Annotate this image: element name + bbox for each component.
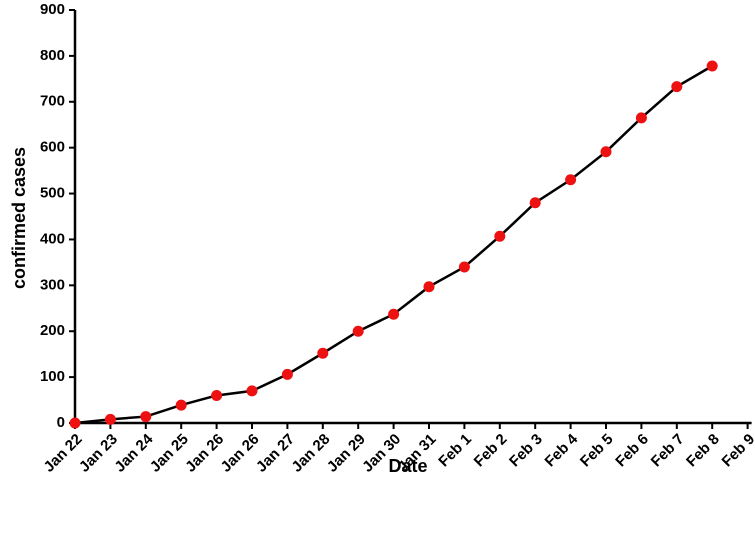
- x-tick-label: Jan 29: [324, 431, 369, 476]
- y-tick-label: 100: [40, 368, 65, 385]
- y-tick-label: 300: [40, 276, 65, 293]
- point: [140, 411, 152, 423]
- x-tick-label: Jan 27: [253, 431, 298, 476]
- point: [494, 230, 506, 242]
- y-tick-label: 400: [40, 230, 65, 247]
- point: [388, 308, 400, 320]
- y-tick-label: 700: [40, 93, 65, 110]
- x-tick-label: Feb 4: [542, 430, 582, 470]
- point: [211, 389, 223, 401]
- point: [69, 417, 81, 429]
- point: [104, 413, 116, 425]
- point: [281, 368, 293, 380]
- point: [458, 261, 470, 273]
- y-axis-title: confirmed cases: [9, 147, 29, 289]
- x-tick-label: Feb 7: [648, 431, 688, 471]
- x-tick-label: Feb 3: [506, 431, 546, 471]
- line: [74, 64, 713, 425]
- x-tick-label: Feb 9: [719, 431, 755, 471]
- x-tick-label: Jan 22: [41, 431, 86, 476]
- point: [529, 197, 541, 209]
- point: [175, 399, 187, 411]
- x-tick-label: Feb 8: [683, 431, 723, 471]
- point: [600, 146, 612, 158]
- y-tick-label: 0: [57, 414, 65, 431]
- x-tick-label: Feb 5: [577, 431, 617, 471]
- point: [423, 281, 435, 293]
- point: [635, 112, 647, 124]
- y-tick-label: 600: [40, 139, 65, 156]
- point: [246, 385, 258, 397]
- point: [352, 325, 364, 337]
- x-tick-label: Feb 2: [471, 431, 511, 471]
- x-tick-label: Feb 1: [435, 431, 475, 471]
- point: [565, 174, 577, 186]
- y-tick-label: 200: [40, 322, 65, 339]
- x-tick-label: Jan 26: [182, 431, 227, 476]
- point: [317, 347, 329, 359]
- x-tick-label: Jan 24: [111, 430, 157, 476]
- x-tick-label: Jan 25: [147, 431, 192, 476]
- x-axis-title: Date: [388, 456, 427, 476]
- y-tick-label: 800: [40, 47, 65, 64]
- point: [706, 60, 718, 72]
- y-tick-label: 900: [40, 1, 65, 18]
- y-tick-label: 500: [40, 185, 65, 202]
- x-tick-label: Feb 6: [612, 431, 652, 471]
- x-tick-label: Jan 26: [218, 431, 263, 476]
- x-tick-label: Jan 23: [76, 431, 121, 476]
- point: [671, 81, 683, 93]
- x-tick-label: Jan 28: [288, 431, 333, 476]
